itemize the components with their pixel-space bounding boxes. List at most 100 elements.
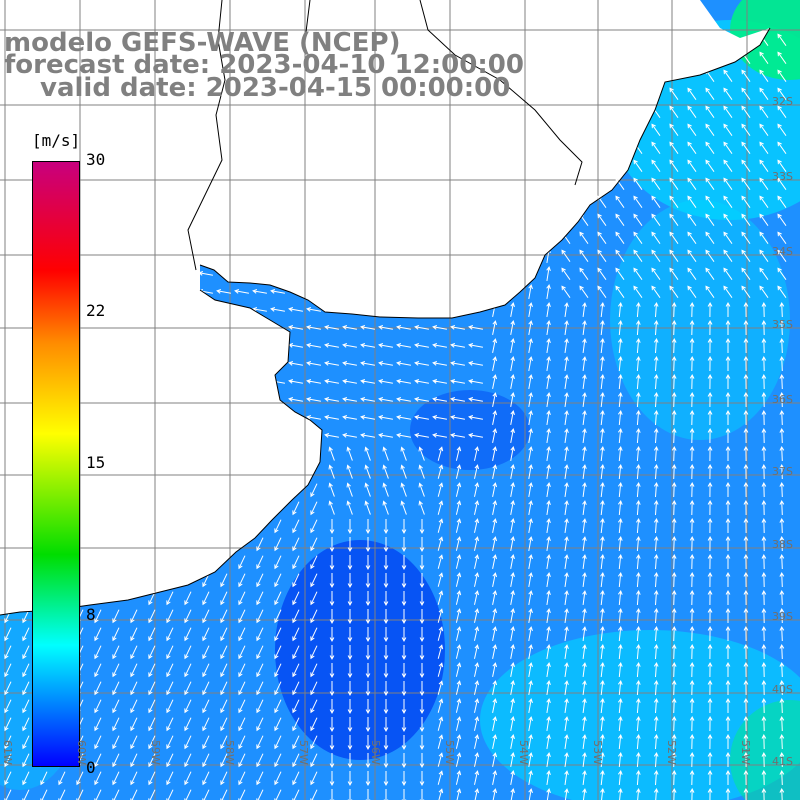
- direction-arrow: [401, 555, 407, 571]
- direction-arrow: [617, 733, 623, 750]
- direction-arrow: [546, 590, 551, 605]
- direction-arrow: [689, 625, 695, 642]
- direction-arrow: [759, 177, 769, 190]
- direction-arrow: [653, 589, 659, 606]
- direction-arrow: [292, 645, 300, 660]
- direction-arrow: [292, 519, 300, 534]
- direction-arrow: [653, 301, 659, 318]
- direction-arrow: [419, 699, 425, 715]
- direction-arrow: [743, 337, 749, 354]
- direction-arrow: [365, 735, 371, 751]
- direction-arrow: [324, 325, 339, 330]
- direction-arrow: [437, 572, 444, 587]
- direction-arrow: [779, 787, 785, 800]
- direction-arrow: [419, 663, 425, 679]
- direction-arrow: [112, 771, 120, 786]
- direction-arrow: [414, 397, 429, 402]
- direction-arrow: [707, 445, 713, 462]
- direction-arrow: [564, 410, 569, 425]
- direction-arrow: [705, 285, 715, 298]
- direction-arrow: [22, 717, 30, 732]
- direction-arrow: [546, 644, 551, 659]
- direction-arrow: [202, 681, 210, 696]
- direction-arrow: [546, 374, 551, 389]
- direction-arrow: [689, 769, 695, 786]
- direction-arrow: [22, 663, 30, 678]
- direction-arrow: [418, 500, 425, 515]
- direction-arrow: [310, 591, 318, 606]
- direction-arrow: [130, 771, 138, 786]
- direction-arrow: [564, 320, 569, 335]
- direction-arrow: [329, 699, 335, 715]
- direction-arrow: [383, 591, 389, 607]
- direction-arrow: [582, 554, 587, 569]
- direction-arrow: [759, 51, 769, 64]
- direction-arrow: [777, 33, 787, 46]
- direction-arrow: [238, 645, 246, 660]
- direction-arrow: [324, 397, 339, 402]
- direction-arrow: [437, 608, 444, 623]
- direction-arrow: [492, 356, 498, 371]
- direction-arrow: [669, 285, 679, 298]
- direction-arrow: [492, 626, 498, 641]
- direction-arrow: [777, 69, 787, 82]
- direction-arrow: [474, 698, 480, 713]
- direction-arrow: [401, 681, 407, 697]
- direction-arrow: [382, 500, 389, 515]
- direction-arrow: [310, 627, 318, 642]
- coastline: [0, 0, 771, 616]
- direction-arrow: [600, 607, 605, 624]
- direction-arrow: [510, 680, 515, 695]
- direction-arrow: [743, 571, 749, 588]
- direction-arrow: [528, 374, 533, 389]
- direction-arrow: [779, 355, 785, 372]
- direction-arrow: [528, 788, 533, 800]
- direction-arrow: [546, 608, 551, 623]
- direction-arrow: [689, 499, 695, 516]
- direction-arrow: [741, 87, 751, 100]
- direction-arrow: [615, 195, 625, 208]
- direction-arrow: [705, 249, 715, 262]
- direction-arrow: [4, 627, 12, 642]
- direction-arrow: [184, 771, 192, 786]
- direction-arrow: [779, 319, 785, 336]
- direction-arrow: [635, 391, 641, 408]
- direction-arrow: [202, 735, 210, 750]
- direction-arrow: [364, 500, 371, 515]
- direction-arrow: [600, 409, 605, 426]
- direction-arrow: [743, 445, 749, 462]
- direction-arrow: [400, 446, 407, 461]
- direction-arrow: [364, 464, 371, 479]
- direction-arrow: [653, 481, 659, 498]
- direction-arrow: [582, 428, 587, 443]
- direction-arrow: [383, 735, 389, 751]
- direction-arrow: [492, 428, 498, 443]
- direction-arrow: [600, 769, 605, 786]
- direction-arrow: [564, 626, 569, 641]
- direction-arrow: [707, 553, 713, 570]
- direction-arrow: [396, 379, 411, 384]
- direction-arrow: [148, 753, 156, 768]
- direction-arrow: [761, 337, 767, 354]
- direction-arrow: [310, 609, 318, 624]
- direction-arrow: [418, 464, 425, 479]
- direction-arrow: [779, 589, 785, 606]
- direction-arrow: [777, 105, 787, 118]
- direction-arrow: [510, 770, 515, 785]
- direction-arrow: [510, 572, 515, 587]
- direction-arrow: [725, 499, 731, 515]
- direction-arrow: [455, 536, 462, 551]
- direction-arrow: [635, 751, 641, 768]
- direction-arrow: [635, 571, 641, 588]
- direction-arrow: [653, 643, 659, 660]
- direction-arrow: [564, 698, 569, 713]
- direction-arrow: [414, 433, 429, 438]
- direction-arrow: [723, 177, 733, 190]
- direction-arrow: [166, 645, 174, 660]
- direction-arrow: [564, 446, 569, 461]
- direction-arrow: [437, 590, 444, 605]
- model-title: modelo GEFS-WAVE (NCEP): [4, 28, 401, 58]
- latitude-label: 37S: [772, 465, 793, 478]
- direction-arrow: [184, 681, 192, 696]
- direction-arrow: [725, 319, 731, 335]
